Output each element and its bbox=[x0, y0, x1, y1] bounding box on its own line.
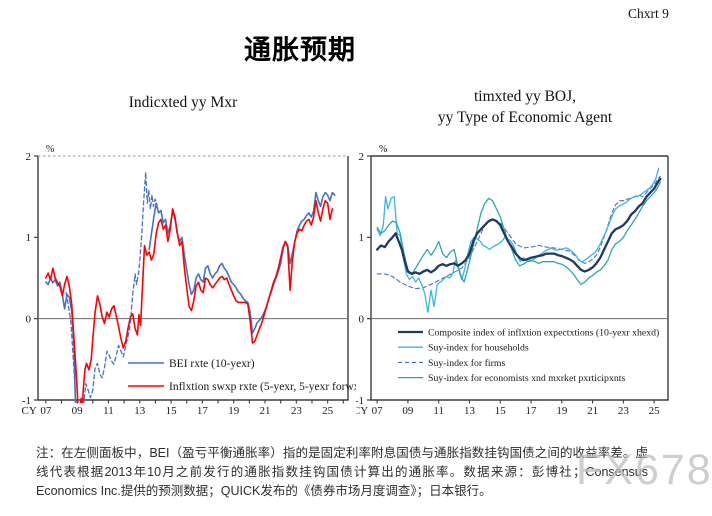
legend-label-bei-10y: BEI rxte (10-yexr) bbox=[169, 358, 255, 370]
svg-text:1: 1 bbox=[26, 232, 32, 244]
series-survey-firms bbox=[376, 175, 661, 290]
left-chart-legend: BEI rxte (10-yexr) Inflxtion swxp rxte (5… bbox=[128, 358, 356, 393]
svg-text:23: 23 bbox=[618, 405, 630, 417]
legend-label-survey-households: Suy-index for households bbox=[428, 343, 529, 354]
right-panel-title: timxted yy BOJ, yy Type of Economic Agen… bbox=[437, 88, 613, 126]
svg-text:09: 09 bbox=[402, 405, 414, 417]
svg-text:07: 07 bbox=[372, 405, 384, 417]
svg-text:CY: CY bbox=[356, 405, 368, 417]
svg-text:-1: -1 bbox=[356, 395, 364, 407]
svg-text:CY: CY bbox=[22, 405, 37, 417]
svg-text:1: 1 bbox=[359, 232, 365, 244]
svg-text:0: 0 bbox=[359, 314, 365, 326]
series-survey-economists bbox=[376, 181, 661, 286]
svg-text:15: 15 bbox=[166, 405, 178, 417]
svg-text:0: 0 bbox=[26, 314, 32, 326]
left-chart-series bbox=[45, 171, 336, 403]
watermark: FX678 bbox=[576, 446, 712, 494]
svg-text:%: % bbox=[379, 144, 387, 155]
svg-text:07: 07 bbox=[40, 405, 52, 417]
svg-text:11: 11 bbox=[103, 405, 114, 417]
svg-text:2: 2 bbox=[359, 151, 365, 163]
right-chart-series bbox=[376, 167, 662, 313]
series-bei-10y bbox=[148, 191, 336, 335]
right-chart-legend: Composite index of inflxtion expectxtion… bbox=[398, 327, 659, 384]
right-chart: -1 0 1 2 07 09 11 13 15 17 19 21 23 25 CY% Composite in… bbox=[356, 144, 669, 417]
legend-label-survey-economists: Suy-index for economists xnd mxrket pxrt… bbox=[428, 373, 625, 384]
footnote: 注：在左侧面板中，BEI（盈亏平衡通胀率）指的是固定利率附息国债与通胀指数挂钩国… bbox=[36, 446, 648, 498]
svg-text:11: 11 bbox=[433, 405, 444, 417]
svg-text:25: 25 bbox=[322, 405, 334, 417]
svg-text:%: % bbox=[46, 144, 54, 155]
right-chart-axes: -1 0 1 2 07 09 11 13 15 17 19 21 23 25 CY% bbox=[356, 144, 669, 417]
svg-text:13: 13 bbox=[134, 405, 146, 417]
page-title: 通胀预期 bbox=[244, 35, 356, 65]
series-bei-old-dashed bbox=[83, 171, 158, 403]
legend-label-composite-index: Composite index of inflxtion expectxtion… bbox=[428, 327, 659, 338]
svg-text:17: 17 bbox=[526, 405, 538, 417]
svg-text:13: 13 bbox=[464, 405, 476, 417]
left-panel-title: Indicxted yy Mxr bbox=[128, 94, 238, 111]
svg-text:19: 19 bbox=[556, 405, 568, 417]
svg-text:09: 09 bbox=[72, 405, 84, 417]
legend-label-swap-5y5y: Inflxtion swxp rxte (5-yexr, 5-yexr forw… bbox=[169, 381, 356, 393]
svg-text:15: 15 bbox=[495, 405, 507, 417]
series-survey-households bbox=[376, 167, 660, 313]
svg-text:2: 2 bbox=[26, 151, 32, 163]
left-chart: -1 0 1 2 07 09 11 13 15 17 19 21 23 25 CY% BEI rxte (10… bbox=[22, 144, 356, 417]
chart-number-label: Chxrt 9 bbox=[628, 6, 669, 21]
svg-text:21: 21 bbox=[587, 405, 598, 417]
svg-text:21: 21 bbox=[260, 405, 271, 417]
svg-text:-1: -1 bbox=[22, 395, 31, 407]
series-composite-index bbox=[376, 177, 662, 276]
svg-text:25: 25 bbox=[649, 405, 661, 417]
left-chart-axes: -1 0 1 2 07 09 11 13 15 17 19 21 23 25 CY% bbox=[22, 144, 349, 417]
svg-text:23: 23 bbox=[291, 405, 303, 417]
legend-label-survey-firms: Suy-index for firms bbox=[428, 358, 505, 369]
svg-text:17: 17 bbox=[197, 405, 209, 417]
svg-text:19: 19 bbox=[228, 405, 240, 417]
series-swap-5y5y bbox=[45, 199, 334, 403]
